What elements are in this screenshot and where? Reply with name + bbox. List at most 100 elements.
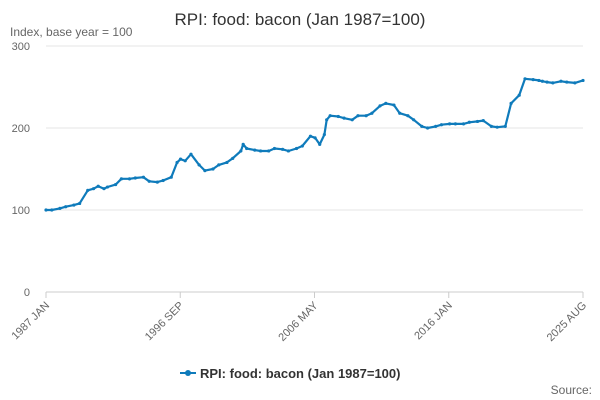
data-point xyxy=(559,79,563,83)
data-point xyxy=(64,205,68,209)
data-point xyxy=(406,114,410,118)
x-axis xyxy=(45,291,584,298)
data-point xyxy=(517,93,521,97)
data-point xyxy=(253,148,257,152)
data-point xyxy=(267,149,271,153)
data-point xyxy=(133,176,137,180)
data-point xyxy=(509,101,513,105)
data-point xyxy=(258,149,263,153)
data-point xyxy=(398,111,402,115)
x-tick-label: 1996 SEP xyxy=(143,300,187,344)
y-tick-label: 100 xyxy=(12,205,30,217)
data-point xyxy=(322,132,326,137)
data-point xyxy=(294,146,299,151)
legend[interactable]: RPI: food: bacon (Jan 1987=100) xyxy=(180,366,400,381)
y-axis-label: Index, base year = 100 xyxy=(10,25,133,39)
data-point xyxy=(336,114,340,119)
data-point xyxy=(467,120,471,124)
data-point xyxy=(86,188,90,192)
gridlines xyxy=(46,45,583,211)
data-point xyxy=(481,119,485,123)
data-point xyxy=(72,203,76,207)
data-point xyxy=(105,185,110,189)
data-point xyxy=(328,114,332,118)
series-line xyxy=(46,77,584,212)
data-point xyxy=(420,124,424,128)
data-point xyxy=(96,184,100,188)
data-point xyxy=(44,208,48,212)
data-point xyxy=(342,116,346,120)
data-point xyxy=(565,80,569,84)
data-point xyxy=(364,114,368,118)
data-point xyxy=(384,101,388,105)
data-point xyxy=(325,118,329,122)
plot-area xyxy=(44,77,585,212)
data-point xyxy=(141,175,146,179)
data-point xyxy=(495,125,499,129)
legend-label: RPI: food: bacon (Jan 1987=100) xyxy=(200,366,400,381)
data-point xyxy=(178,157,183,161)
data-point xyxy=(350,118,354,122)
data-point xyxy=(531,78,535,82)
data-point xyxy=(155,180,159,184)
y-tick-label: 0 xyxy=(24,287,30,299)
data-point xyxy=(356,114,360,118)
data-point xyxy=(573,81,577,85)
data-point xyxy=(425,126,430,130)
data-point xyxy=(127,177,132,181)
data-point xyxy=(183,159,187,163)
data-point xyxy=(203,169,207,173)
data-point xyxy=(281,147,285,151)
data-point xyxy=(239,149,243,153)
data-point xyxy=(523,77,527,81)
data-point xyxy=(475,119,480,124)
data-point xyxy=(175,160,179,165)
data-point xyxy=(439,123,444,127)
data-point xyxy=(245,146,249,151)
data-point xyxy=(313,136,317,140)
data-point xyxy=(217,163,221,167)
data-point xyxy=(412,118,416,122)
data-point xyxy=(537,78,541,83)
data-point xyxy=(169,175,173,179)
data-point xyxy=(392,103,396,107)
y-tick-label: 300 xyxy=(12,41,30,53)
data-point xyxy=(448,122,452,126)
legend-marker xyxy=(185,370,191,376)
data-point xyxy=(119,177,123,181)
data-point xyxy=(272,146,277,151)
data-point xyxy=(551,81,555,85)
x-tick-label: 2025 AUG xyxy=(545,300,589,344)
x-tick-label: 2016 JAN xyxy=(412,300,455,343)
data-point xyxy=(434,124,438,128)
data-point xyxy=(50,208,54,212)
data-point xyxy=(378,104,382,108)
data-point xyxy=(318,142,322,146)
data-point xyxy=(225,160,229,165)
data-point xyxy=(161,178,165,183)
data-point xyxy=(370,111,374,115)
data-point xyxy=(147,179,151,183)
data-point xyxy=(300,144,304,148)
chart-title: RPI: food: bacon (Jan 1987=100) xyxy=(175,10,426,29)
data-point xyxy=(461,122,466,126)
data-point xyxy=(102,187,106,191)
data-point xyxy=(581,78,585,83)
y-tick-labels: 0 100 200 300 xyxy=(12,41,30,299)
x-tick-label: 1987 JAN xyxy=(9,300,52,343)
data-point xyxy=(308,134,313,138)
data-point xyxy=(113,182,118,187)
data-point xyxy=(503,124,507,128)
data-point xyxy=(211,167,215,171)
y-tick-label: 200 xyxy=(12,123,30,135)
x-tick-labels: 1987 JAN 1996 SEP 2006 MAY 2016 JAN 2025 AUG xyxy=(9,299,589,344)
source-label: Source: xyxy=(551,383,592,397)
data-point xyxy=(78,201,82,206)
data-point xyxy=(453,122,458,126)
data-point xyxy=(540,79,545,83)
data-point xyxy=(545,80,549,84)
data-point xyxy=(231,156,235,160)
data-point xyxy=(197,163,201,167)
data-point xyxy=(91,187,96,191)
